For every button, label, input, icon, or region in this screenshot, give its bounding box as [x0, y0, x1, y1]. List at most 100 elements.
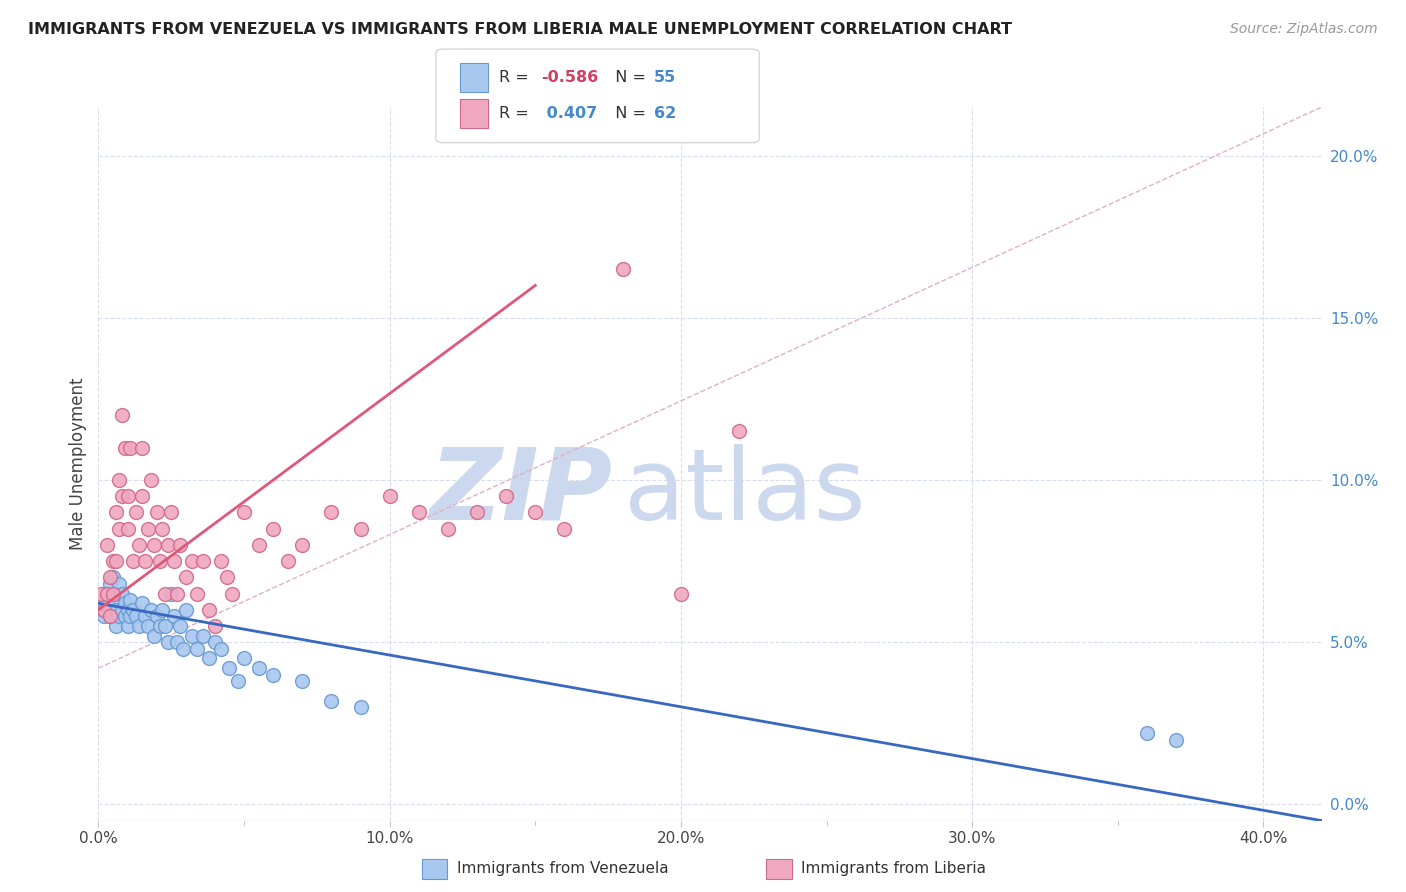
Point: [157, 538, 180, 552]
Point: [1136, 726, 1159, 740]
Point: [193, 554, 215, 568]
Text: R =: R =: [499, 106, 534, 120]
Point: [134, 554, 156, 568]
Point: [117, 522, 139, 536]
Text: 55: 55: [654, 70, 676, 85]
Point: [166, 635, 188, 649]
Point: [90, 603, 112, 617]
Point: [96, 596, 118, 610]
Point: [186, 586, 208, 600]
Point: [349, 700, 371, 714]
Point: [155, 619, 177, 633]
Point: [136, 619, 159, 633]
Point: [166, 586, 188, 600]
Point: [152, 522, 174, 536]
Point: [96, 538, 118, 552]
Point: [669, 586, 692, 600]
Point: [96, 586, 118, 600]
Point: [321, 693, 343, 707]
Point: [149, 619, 172, 633]
Point: [98, 609, 121, 624]
Text: 62: 62: [654, 106, 676, 120]
Point: [108, 577, 131, 591]
Point: [180, 629, 202, 643]
Point: [291, 674, 314, 689]
Point: [180, 554, 202, 568]
Point: [198, 603, 221, 617]
Point: [553, 522, 575, 536]
Point: [98, 570, 121, 584]
Point: [155, 586, 177, 600]
Point: [98, 577, 121, 591]
Point: [174, 570, 197, 584]
Text: 0.407: 0.407: [541, 106, 598, 120]
Point: [163, 609, 186, 624]
Point: [291, 538, 314, 552]
Point: [101, 570, 124, 584]
Point: [111, 603, 134, 617]
Point: [101, 586, 124, 600]
Point: [142, 538, 165, 552]
Point: [209, 554, 232, 568]
Point: [93, 603, 115, 617]
Point: [120, 609, 142, 624]
Point: [139, 603, 162, 617]
Point: [111, 489, 134, 503]
Point: [152, 603, 174, 617]
Point: [262, 522, 284, 536]
Point: [117, 619, 139, 633]
Point: [277, 554, 299, 568]
Point: [728, 425, 751, 439]
Point: [90, 586, 112, 600]
Point: [98, 609, 121, 624]
Point: [612, 262, 634, 277]
Text: atlas: atlas: [624, 444, 866, 541]
Point: [134, 609, 156, 624]
Point: [114, 441, 136, 455]
Text: IMMIGRANTS FROM VENEZUELA VS IMMIGRANTS FROM LIBERIA MALE UNEMPLOYMENT CORRELATI: IMMIGRANTS FROM VENEZUELA VS IMMIGRANTS …: [28, 22, 1012, 37]
Point: [378, 489, 401, 503]
Point: [104, 603, 127, 617]
Point: [233, 506, 256, 520]
Point: [96, 586, 118, 600]
Point: [136, 522, 159, 536]
Point: [131, 441, 153, 455]
Point: [321, 506, 343, 520]
Point: [128, 538, 150, 552]
Point: [104, 554, 127, 568]
Point: [111, 586, 134, 600]
Point: [104, 619, 127, 633]
Point: [128, 619, 150, 633]
Point: [117, 489, 139, 503]
Point: [122, 603, 145, 617]
Point: [108, 609, 131, 624]
Point: [1164, 732, 1187, 747]
Point: [108, 522, 131, 536]
Y-axis label: Male Unemployment: Male Unemployment: [69, 377, 87, 550]
Point: [262, 667, 284, 681]
Point: [198, 651, 221, 665]
Point: [193, 629, 215, 643]
Point: [125, 609, 148, 624]
Point: [408, 506, 430, 520]
Point: [120, 593, 142, 607]
Point: [169, 538, 191, 552]
Text: Immigrants from Liberia: Immigrants from Liberia: [801, 862, 987, 876]
Text: -0.586: -0.586: [541, 70, 599, 85]
Point: [114, 596, 136, 610]
Point: [437, 522, 460, 536]
Point: [131, 489, 153, 503]
Text: Immigrants from Venezuela: Immigrants from Venezuela: [457, 862, 669, 876]
Point: [160, 506, 183, 520]
Point: [209, 641, 232, 656]
Point: [495, 489, 517, 503]
Point: [101, 593, 124, 607]
Point: [149, 554, 172, 568]
Text: R =: R =: [499, 70, 534, 85]
Point: [174, 603, 197, 617]
Point: [226, 674, 249, 689]
Point: [114, 609, 136, 624]
Point: [172, 641, 194, 656]
Point: [204, 619, 226, 633]
Point: [186, 641, 208, 656]
